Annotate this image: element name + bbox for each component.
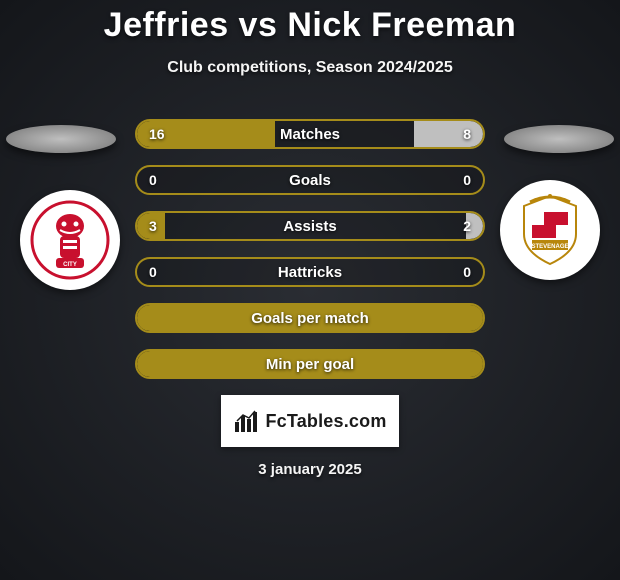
bar-value-left: 16 <box>149 121 165 148</box>
stat-row-assists: Assists3 2 <box>135 211 485 241</box>
bar-value-left: 0 <box>149 259 157 286</box>
fctables-brand: FcTables.com <box>221 395 399 447</box>
stat-row-goals: Goals0 0 <box>135 165 485 195</box>
stat-row-goals-per-match: Goals per match <box>135 303 485 333</box>
bar-value-left: 3 <box>149 213 157 240</box>
bar-value-left: 0 <box>149 167 157 194</box>
stat-row-hattricks: Hattricks0 0 <box>135 257 485 287</box>
crest-right: STEVENAGE <box>500 180 600 280</box>
date: 3 january 2025 <box>0 461 620 478</box>
bar-value-right: 2 <box>463 213 471 240</box>
fctables-logo-icon <box>233 408 259 434</box>
bar-value-right: 8 <box>463 121 471 148</box>
bar-value-right: 0 <box>463 259 471 286</box>
bar-label: Goals <box>137 167 483 193</box>
subtitle: Club competitions, Season 2024/2025 <box>0 59 620 77</box>
bar-value-right: 0 <box>463 167 471 194</box>
svg-text:CITY: CITY <box>63 262 77 268</box>
bar-label: Matches <box>137 121 483 147</box>
bar-label: Assists <box>137 213 483 239</box>
stevenage-crest-icon: STEVENAGE <box>510 190 590 270</box>
fctables-text: FcTables.com <box>265 411 386 432</box>
bar-label: Hattricks <box>137 259 483 285</box>
bar-label: Goals per match <box>137 305 483 331</box>
platform-left <box>6 125 116 153</box>
platform-right <box>504 125 614 153</box>
stat-row-min-per-goal: Min per goal <box>135 349 485 379</box>
lincoln-city-crest-icon: CITY <box>30 200 110 280</box>
stats-bars: Matches168Goals00Assists32Hattricks00Goa… <box>135 119 485 379</box>
crest-left: CITY <box>20 190 120 290</box>
stat-row-matches: Matches16 8 <box>135 119 485 149</box>
bar-label: Min per goal <box>137 351 483 377</box>
svg-text:STEVENAGE: STEVENAGE <box>531 244 568 250</box>
page-title: Jeffries vs Nick Freeman <box>0 0 620 45</box>
